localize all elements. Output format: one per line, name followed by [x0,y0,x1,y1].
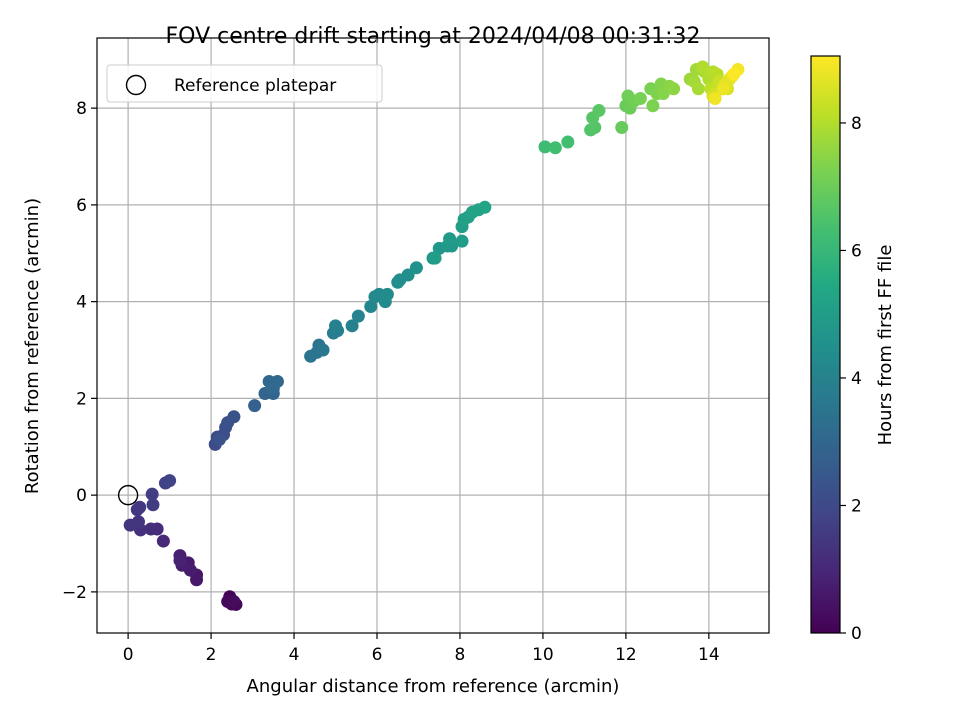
x-tick-label: 4 [289,645,300,665]
y-tick-label: 6 [76,196,87,216]
data-point [588,120,602,134]
data-point [615,120,629,134]
colorbar-label: Hours from first FF file [875,245,896,446]
reference-platepar-marker [117,484,139,506]
data-point [123,518,137,532]
x-tick-label: 10 [532,645,554,665]
data-point [173,553,187,567]
x-tick-label: 6 [372,645,383,665]
data-point [156,534,170,548]
x-axis-label: Angular distance from reference (arcmin) [247,676,620,697]
chart-title: FOV centre drift starting at 2024/04/08 … [166,24,701,49]
data-point [727,67,741,81]
y-axis: −2 0 2 4 6 8 [62,99,97,603]
colorbar-tick-label: 4 [851,369,862,389]
data-point [443,232,457,246]
data-point [145,487,159,501]
legend-marker-icon [125,74,147,96]
colorbar-tick-label: 2 [851,496,862,516]
colorbar: 0 2 4 6 8 Hours from first FF file [810,55,896,644]
y-axis-label: Rotation from reference (arcmin) [22,198,43,494]
data-point [190,573,204,587]
legend: Reference platepar [106,64,383,103]
data-point [133,500,147,514]
data-point [266,382,280,396]
y-tick-label: 8 [76,99,87,119]
data-point [538,140,552,154]
data-point [146,498,160,512]
data-point [227,410,241,424]
data-point [667,82,681,96]
data-point [428,251,442,265]
data-point [316,343,330,357]
x-tick-label: 14 [698,645,720,665]
y-tick-label: 4 [76,293,87,313]
y-tick-label: −2 [62,583,87,603]
data-point [409,261,423,275]
data-point [144,522,158,536]
data-point [646,99,660,113]
x-tick-label: 2 [206,645,217,665]
data-point [696,60,710,74]
colorbar-ticks: 0 2 4 6 8 [840,114,862,644]
data-point [592,104,606,118]
legend-label: Reference platepar [174,76,336,96]
data-point [227,595,241,609]
data-point [708,91,722,105]
grid-lines [97,38,769,633]
colorbar-frame [810,55,841,634]
data-point [455,234,469,248]
data-points [123,60,745,611]
data-point [691,82,705,96]
data-point [478,200,492,214]
x-tick-label: 12 [615,645,637,665]
data-point [561,135,575,149]
data-point [163,474,177,488]
colorbar-tick-label: 6 [851,241,862,261]
data-point [329,319,343,333]
data-point [548,141,562,155]
x-axis: 0 2 4 6 8 10 12 14 [123,633,720,665]
data-point [212,433,226,447]
data-point [248,399,262,413]
colorbar-tick-label: 0 [851,624,862,644]
data-point [633,91,647,105]
x-tick-label: 8 [455,645,466,665]
colorbar-tick-label: 8 [851,114,862,134]
y-tick-label: 0 [76,486,87,506]
x-tick-label: 0 [123,645,134,665]
data-point [345,319,359,333]
y-tick-label: 2 [76,389,87,409]
plot-frame [96,37,770,634]
data-point [380,287,394,301]
legend-box [106,64,383,103]
data-point [716,82,730,96]
colorbar-gradient [811,56,840,633]
data-point [351,309,365,323]
